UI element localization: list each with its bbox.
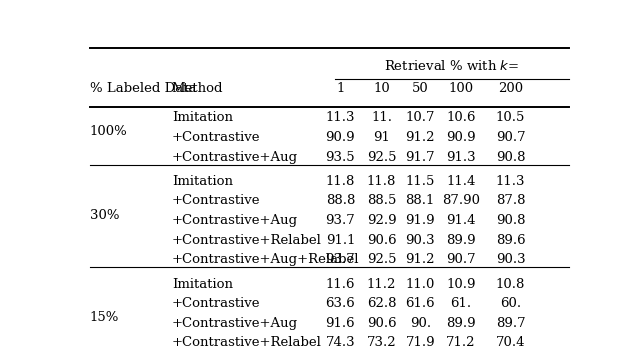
- Text: 61.6: 61.6: [406, 297, 435, 310]
- Text: 91.3: 91.3: [446, 151, 476, 164]
- Text: 30%: 30%: [90, 208, 120, 222]
- Text: 11.5: 11.5: [406, 175, 435, 188]
- Text: 11.: 11.: [371, 111, 392, 125]
- Text: 91.7: 91.7: [406, 151, 435, 164]
- Text: 63.6: 63.6: [326, 297, 355, 310]
- Text: 87.90: 87.90: [442, 195, 480, 207]
- Text: 11.2: 11.2: [367, 278, 396, 291]
- Text: 90.7: 90.7: [496, 131, 525, 144]
- Text: 90.9: 90.9: [446, 131, 476, 144]
- Text: 88.1: 88.1: [406, 195, 435, 207]
- Text: 50: 50: [412, 82, 429, 95]
- Text: 91.4: 91.4: [446, 214, 476, 227]
- Text: 100: 100: [449, 82, 474, 95]
- Text: 62.8: 62.8: [367, 297, 396, 310]
- Text: Method: Method: [172, 82, 223, 95]
- Text: 89.9: 89.9: [446, 317, 476, 330]
- Text: +Contrastive+Aug: +Contrastive+Aug: [172, 151, 298, 164]
- Text: Imitation: Imitation: [172, 175, 233, 188]
- Text: 11.6: 11.6: [326, 278, 355, 291]
- Text: +Contrastive: +Contrastive: [172, 297, 260, 310]
- Text: 90.6: 90.6: [367, 234, 396, 247]
- Text: +Contrastive+Relabel: +Contrastive+Relabel: [172, 234, 322, 247]
- Text: 91.6: 91.6: [326, 317, 355, 330]
- Text: 11.4: 11.4: [446, 175, 476, 188]
- Text: +Contrastive+Relabel: +Contrastive+Relabel: [172, 336, 322, 348]
- Text: % Labeled Data: % Labeled Data: [90, 82, 196, 95]
- Text: 91: 91: [373, 131, 390, 144]
- Text: 11.8: 11.8: [367, 175, 396, 188]
- Text: 88.8: 88.8: [326, 195, 355, 207]
- Text: 74.3: 74.3: [326, 336, 355, 348]
- Text: 11.3: 11.3: [496, 175, 525, 188]
- Text: 10.9: 10.9: [446, 278, 476, 291]
- Text: 90.3: 90.3: [496, 253, 525, 266]
- Text: 93.7: 93.7: [326, 253, 355, 266]
- Text: 93.7: 93.7: [326, 214, 355, 227]
- Text: 90.: 90.: [410, 317, 431, 330]
- Text: Retrieval % with $k$=: Retrieval % with $k$=: [385, 59, 520, 73]
- Text: 91.1: 91.1: [326, 234, 355, 247]
- Text: +Contrastive: +Contrastive: [172, 131, 260, 144]
- Text: 90.3: 90.3: [406, 234, 435, 247]
- Text: 90.7: 90.7: [446, 253, 476, 266]
- Text: 92.5: 92.5: [367, 253, 396, 266]
- Text: 93.5: 93.5: [326, 151, 355, 164]
- Text: 11.0: 11.0: [406, 278, 435, 291]
- Text: 200: 200: [498, 82, 523, 95]
- Text: 90.9: 90.9: [326, 131, 355, 144]
- Text: +Contrastive+Aug: +Contrastive+Aug: [172, 214, 298, 227]
- Text: 100%: 100%: [90, 126, 127, 139]
- Text: 91.2: 91.2: [406, 131, 435, 144]
- Text: 11.3: 11.3: [326, 111, 355, 125]
- Text: 91.9: 91.9: [406, 214, 435, 227]
- Text: 10: 10: [373, 82, 390, 95]
- Text: Imitation: Imitation: [172, 278, 233, 291]
- Text: 87.8: 87.8: [496, 195, 525, 207]
- Text: 71.2: 71.2: [446, 336, 476, 348]
- Text: 11.8: 11.8: [326, 175, 355, 188]
- Text: 89.6: 89.6: [496, 234, 525, 247]
- Text: 61.: 61.: [451, 297, 472, 310]
- Text: 89.9: 89.9: [446, 234, 476, 247]
- Text: 10.6: 10.6: [446, 111, 476, 125]
- Text: 70.4: 70.4: [496, 336, 525, 348]
- Text: 10.5: 10.5: [496, 111, 525, 125]
- Text: 71.9: 71.9: [406, 336, 435, 348]
- Text: +Contrastive+Aug+Relabel: +Contrastive+Aug+Relabel: [172, 253, 359, 266]
- Text: 91.2: 91.2: [406, 253, 435, 266]
- Text: 90.8: 90.8: [496, 214, 525, 227]
- Text: 92.9: 92.9: [367, 214, 396, 227]
- Text: 88.5: 88.5: [367, 195, 396, 207]
- Text: +Contrastive+Aug: +Contrastive+Aug: [172, 317, 298, 330]
- Text: 90.8: 90.8: [496, 151, 525, 164]
- Text: 10.7: 10.7: [406, 111, 435, 125]
- Text: Imitation: Imitation: [172, 111, 233, 125]
- Text: 73.2: 73.2: [367, 336, 396, 348]
- Text: 15%: 15%: [90, 311, 119, 324]
- Text: 90.6: 90.6: [367, 317, 396, 330]
- Text: 1: 1: [336, 82, 344, 95]
- Text: 10.8: 10.8: [496, 278, 525, 291]
- Text: 92.5: 92.5: [367, 151, 396, 164]
- Text: +Contrastive: +Contrastive: [172, 195, 260, 207]
- Text: 89.7: 89.7: [496, 317, 525, 330]
- Text: 60.: 60.: [500, 297, 521, 310]
